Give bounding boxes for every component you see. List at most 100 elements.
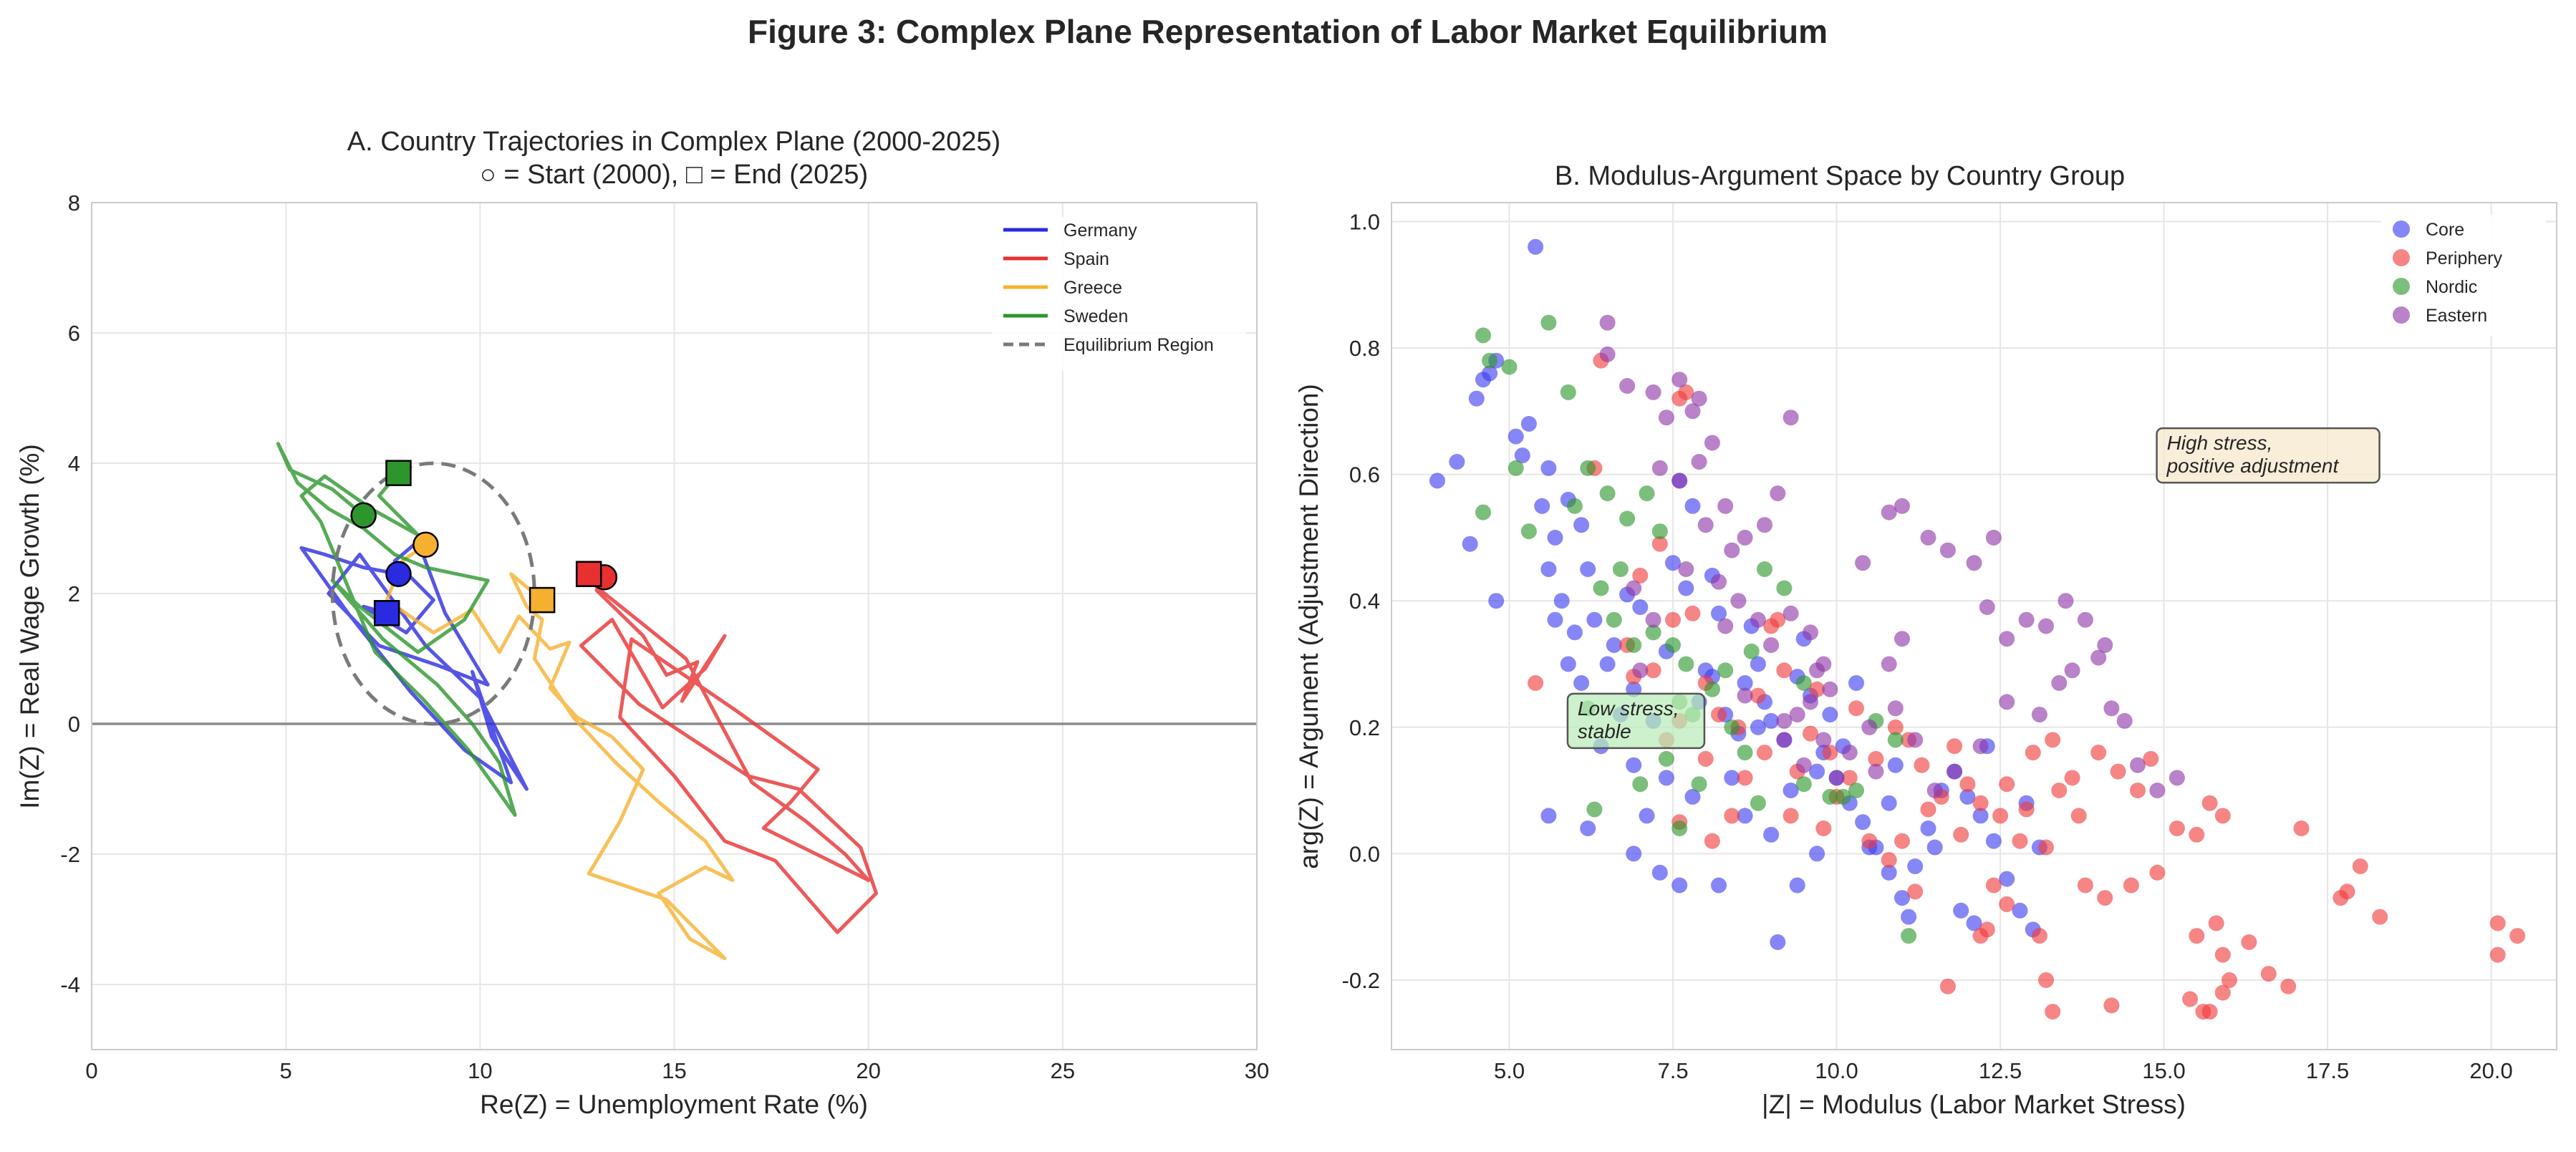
panel-b-ytick-label: 1.0 bbox=[1349, 209, 1380, 234]
legend-marker-eastern bbox=[2393, 306, 2410, 324]
point-eastern bbox=[2064, 662, 2080, 679]
point-core bbox=[2012, 902, 2028, 919]
point-nordic bbox=[1704, 681, 1720, 697]
panel-a-subtitle: ○ = Start (2000), □ = End (2025) bbox=[480, 160, 868, 190]
panel-a-markers bbox=[350, 460, 618, 626]
point-periphery bbox=[1848, 700, 1864, 717]
panel-a-ytick-label: -2 bbox=[60, 842, 80, 867]
point-core bbox=[1724, 770, 1740, 786]
point-eastern bbox=[1783, 605, 1799, 621]
point-periphery bbox=[1783, 808, 1799, 824]
point-eastern bbox=[1920, 529, 1936, 546]
panel-b-ytick-label: -0.2 bbox=[1342, 968, 1380, 993]
point-core bbox=[1560, 656, 1576, 672]
point-periphery bbox=[1947, 738, 1963, 755]
point-core bbox=[1586, 611, 1603, 628]
point-nordic bbox=[1658, 750, 1674, 767]
point-periphery bbox=[2038, 972, 2054, 988]
point-eastern bbox=[2058, 593, 2074, 609]
point-eastern bbox=[1795, 757, 1812, 773]
panel-b-xtick-label: 20.0 bbox=[2469, 1058, 2512, 1083]
point-eastern bbox=[1907, 732, 1924, 748]
point-nordic bbox=[1743, 643, 1760, 659]
legend-marker-nordic bbox=[2393, 278, 2410, 295]
start-marker-germany bbox=[385, 561, 412, 587]
point-eastern bbox=[1645, 611, 1661, 628]
panel-a-xtick-label: 15 bbox=[662, 1058, 686, 1083]
panel-a-ytick-label: 6 bbox=[68, 321, 80, 346]
point-nordic bbox=[1606, 611, 1622, 628]
point-eastern bbox=[1999, 631, 2015, 647]
point-core bbox=[1462, 536, 1478, 552]
point-core bbox=[1528, 238, 1544, 255]
point-periphery bbox=[1632, 567, 1649, 584]
point-periphery bbox=[2097, 890, 2113, 906]
point-core bbox=[1665, 555, 1681, 571]
point-core bbox=[1822, 707, 1838, 723]
point-core bbox=[1540, 460, 1557, 476]
point-periphery bbox=[2031, 928, 2047, 944]
panel-a-xtick-label: 0 bbox=[85, 1058, 97, 1083]
panel-a: A. Country Trajectories in Complex Plane… bbox=[15, 127, 1269, 1119]
point-periphery bbox=[2189, 826, 2205, 843]
point-core bbox=[1789, 877, 1805, 894]
point-nordic bbox=[1508, 460, 1524, 476]
legend-label: Greece bbox=[1063, 278, 1122, 298]
panel-b-points bbox=[1429, 238, 2526, 1020]
series-line-sweden bbox=[276, 442, 517, 817]
panel-b-ylabel: arg(Z) = Argument (Adjustment Direction) bbox=[1294, 384, 1323, 869]
end-marker-germany bbox=[373, 600, 400, 626]
point-periphery bbox=[2222, 972, 2237, 988]
point-core bbox=[1553, 593, 1570, 609]
point-core bbox=[1887, 757, 1904, 773]
point-nordic bbox=[1887, 732, 1904, 748]
point-periphery bbox=[1651, 536, 1668, 552]
point-core bbox=[1750, 656, 1766, 672]
end-marker-spain bbox=[575, 561, 602, 587]
point-periphery bbox=[1697, 750, 1714, 767]
point-core bbox=[1985, 833, 2002, 849]
point-eastern bbox=[1868, 763, 1884, 780]
point-periphery bbox=[1999, 776, 2015, 793]
point-core bbox=[1959, 788, 1976, 805]
point-core bbox=[1449, 454, 1465, 470]
panel-b-ytick-label: 0.0 bbox=[1349, 841, 1380, 866]
point-eastern bbox=[1671, 473, 1688, 489]
point-periphery bbox=[2260, 966, 2277, 982]
point-periphery bbox=[1841, 770, 1858, 786]
point-core bbox=[1953, 902, 1969, 919]
point-periphery bbox=[1815, 821, 1832, 836]
point-periphery bbox=[2130, 783, 2146, 798]
point-eastern bbox=[1763, 637, 1780, 653]
point-eastern bbox=[1678, 561, 1694, 577]
point-periphery bbox=[1678, 384, 1694, 400]
panel-b-ytick-label: 0.2 bbox=[1349, 715, 1380, 740]
point-core bbox=[1566, 624, 1583, 641]
point-periphery bbox=[2509, 928, 2526, 944]
point-core bbox=[1429, 473, 1445, 489]
point-eastern bbox=[1711, 573, 1727, 590]
point-core bbox=[1711, 605, 1727, 621]
point-eastern bbox=[1894, 631, 1910, 647]
point-eastern bbox=[2051, 675, 2068, 691]
point-nordic bbox=[1665, 637, 1681, 653]
point-nordic bbox=[1795, 675, 1812, 691]
annotation-low-stress-box bbox=[1566, 692, 1706, 750]
legend-marker-core bbox=[2393, 221, 2410, 238]
point-eastern bbox=[1776, 712, 1793, 729]
point-nordic bbox=[1586, 801, 1603, 818]
point-nordic bbox=[1901, 928, 1917, 944]
panel-b-ytick-label: 0.4 bbox=[1349, 589, 1380, 614]
legend-label: Equilibrium Region bbox=[1063, 335, 1214, 355]
point-eastern bbox=[1881, 656, 1897, 672]
point-periphery bbox=[2208, 915, 2224, 931]
point-periphery bbox=[1750, 687, 1766, 704]
point-periphery bbox=[1809, 681, 1825, 697]
point-eastern bbox=[1599, 314, 1616, 331]
point-periphery bbox=[2018, 801, 2035, 818]
panel-a-ticks: 0 5 10 15 20 25 30 -4 -2 0 2 4 6 8 bbox=[60, 190, 1269, 1083]
point-periphery bbox=[1887, 719, 1904, 735]
point-eastern bbox=[1803, 694, 1818, 710]
point-periphery bbox=[1920, 801, 1936, 818]
point-core bbox=[1632, 599, 1649, 615]
